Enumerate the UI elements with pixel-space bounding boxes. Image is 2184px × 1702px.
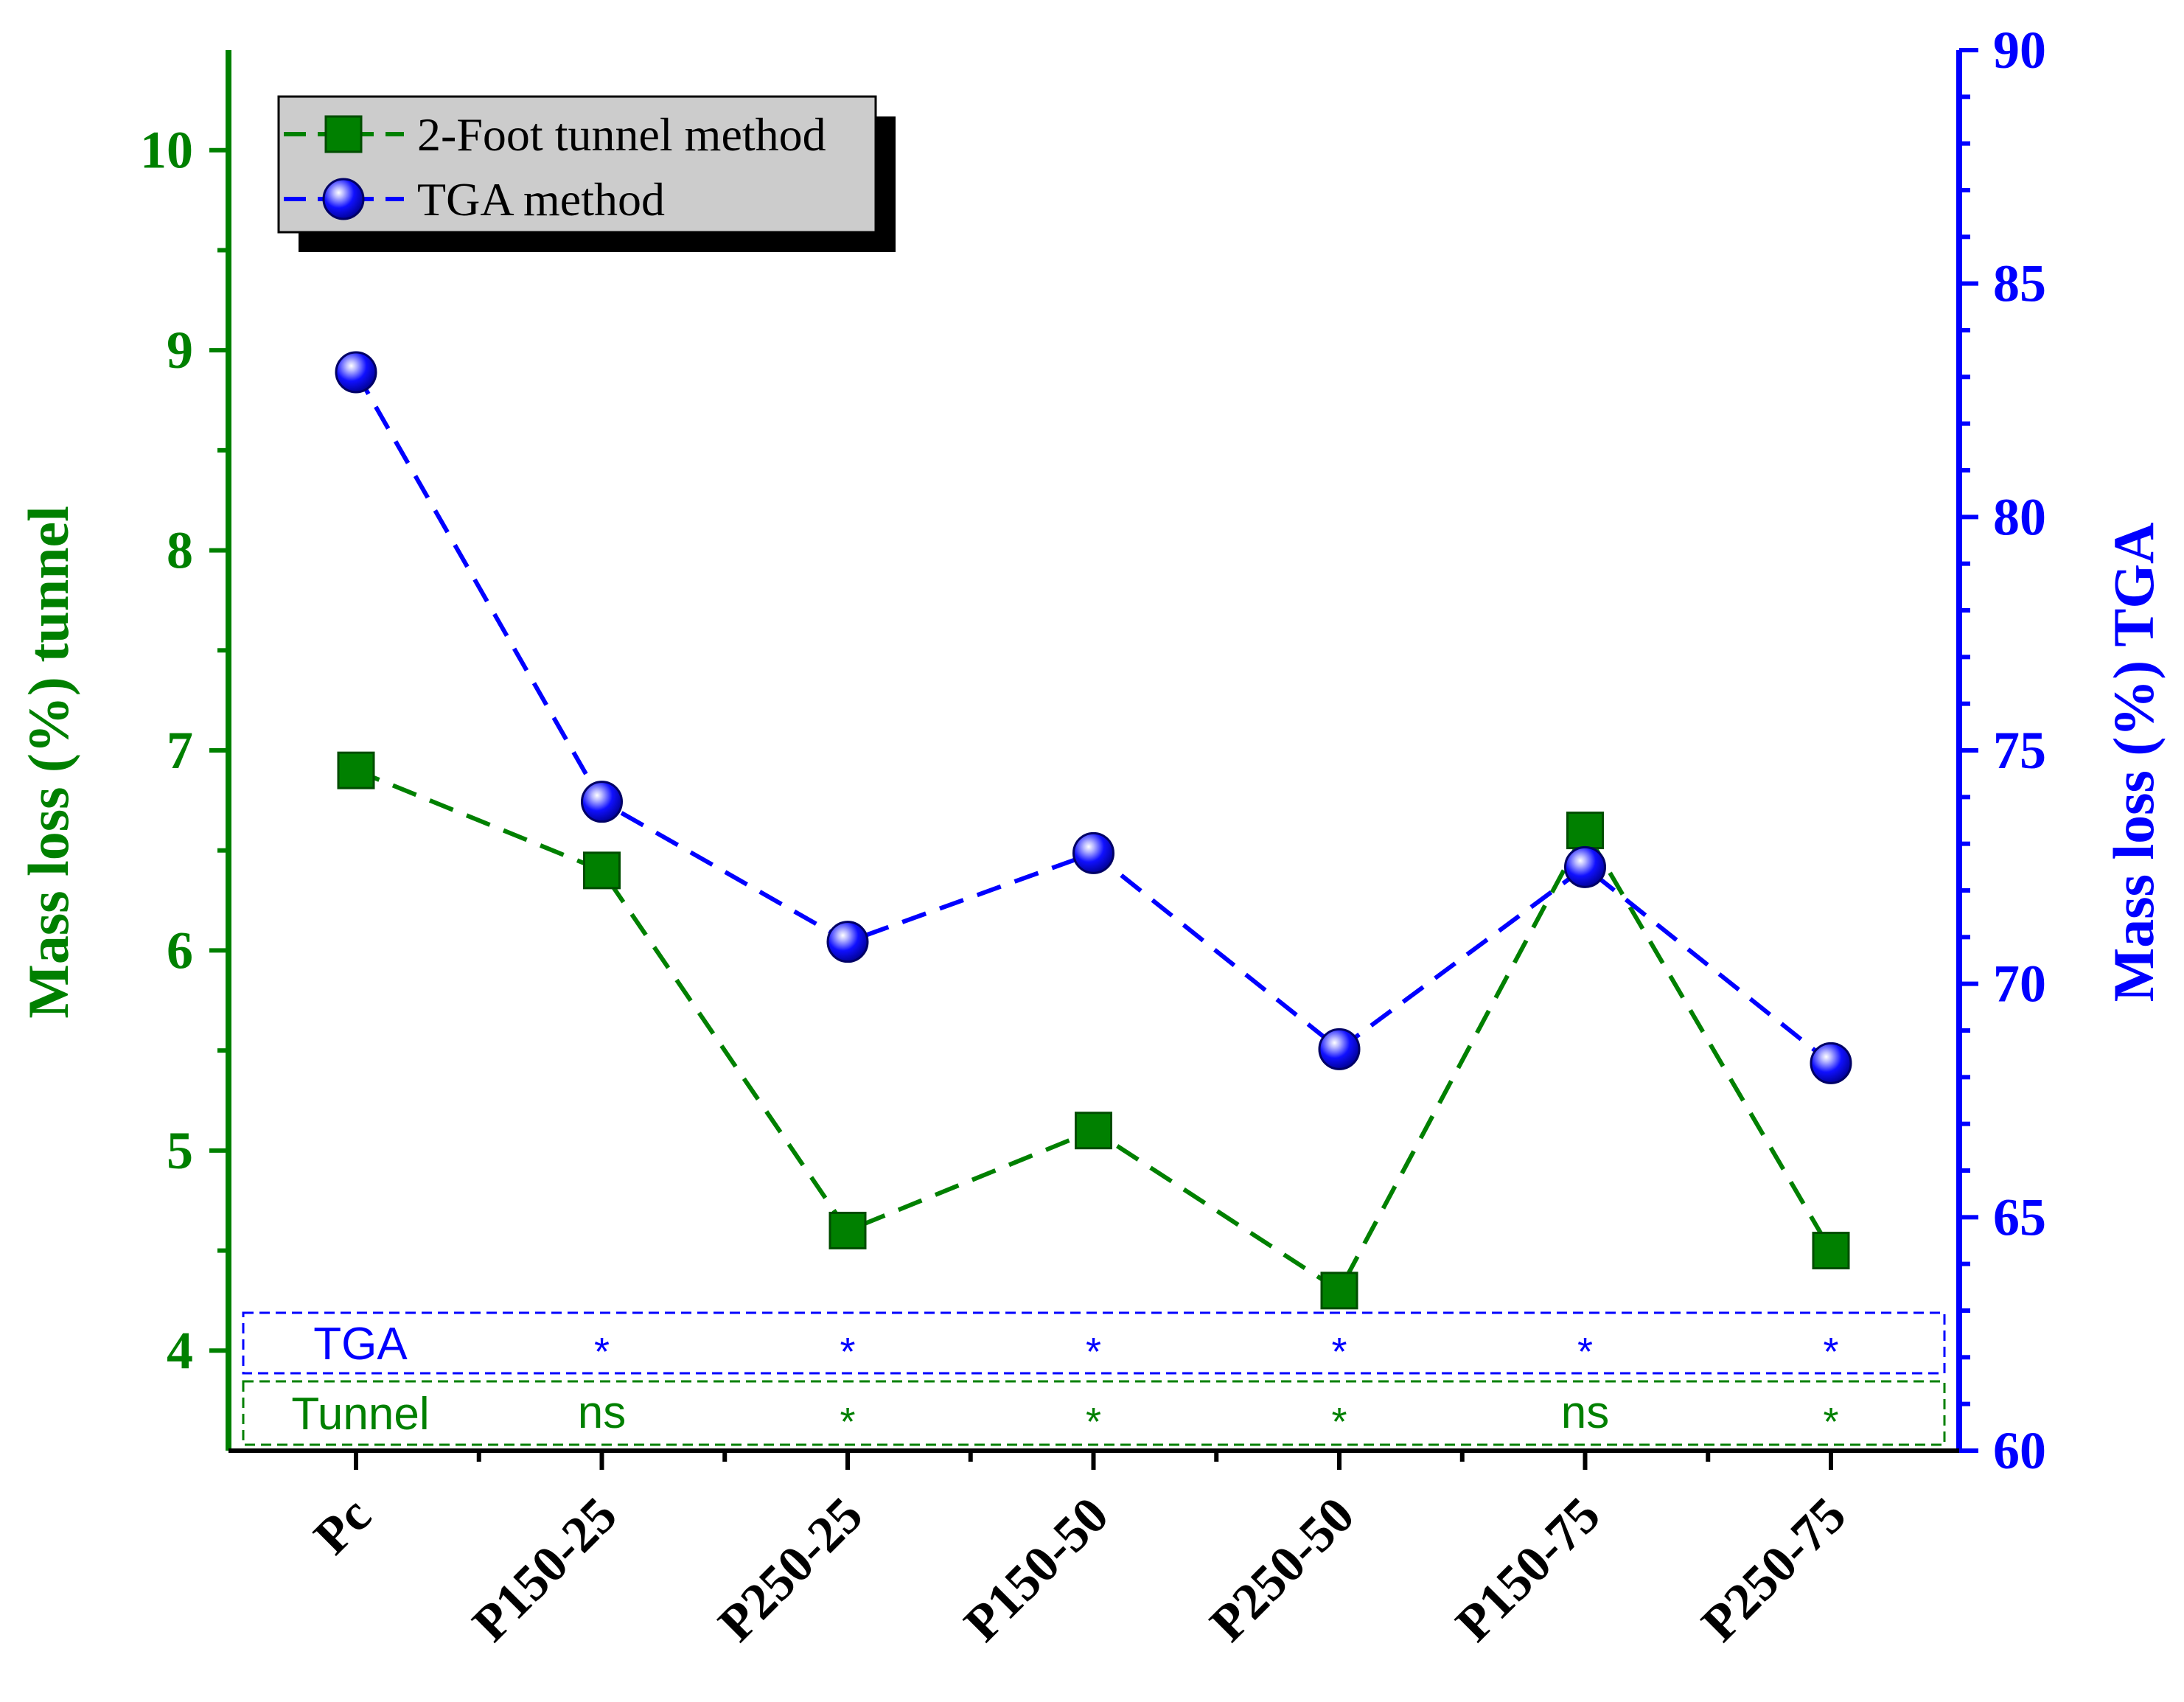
significance-mark: * [1331,1400,1347,1444]
x-tick-label: P250-25 [708,1487,873,1653]
y-left-tick-label: 8 [167,521,193,580]
significance-mark: * [1577,1330,1593,1374]
legend-box [277,95,877,234]
significance-mark: * [840,1400,855,1444]
series-line-tga [354,371,1832,1065]
legend-sphere-marker [322,178,365,220]
x-tick-label: P250-50 [1199,1487,1365,1653]
x-tick-label: P150-25 [462,1487,628,1653]
legend-entry-label: TGA method [417,173,665,226]
legend-entry-label: 2-Foot tunnel method [417,108,826,161]
tga-point [581,781,623,823]
significance-mark: ns [578,1387,626,1438]
y-right-tick-label: 75 [1993,721,2046,780]
significance-row-label: Tunnel [291,1389,429,1440]
tunnel-point [583,851,621,890]
y-left-tick-label: 6 [167,921,193,980]
significance-row-label: TGA [313,1319,408,1370]
y-left-tick-label: 4 [167,1321,193,1380]
y-right-tick-label: 65 [1993,1187,2046,1246]
significance-mark: * [1086,1400,1101,1444]
tga-point [1564,845,1606,888]
significance-mark: * [1086,1330,1101,1374]
tunnel-point [1812,1232,1850,1270]
tga-point [826,921,869,963]
significance-box-tga [242,1311,1946,1375]
y-right-tick-label: 85 [1993,254,2046,313]
significance-mark: * [1823,1400,1838,1444]
series-markers [335,351,1852,1310]
significance-mark: * [840,1330,855,1374]
tunnel-point [1566,812,1604,850]
tunnel-point [337,751,375,789]
x-tick-label: P150-50 [954,1487,1120,1653]
y-axis-left-label: Mass loss (%) tunnel [16,506,80,1019]
y-left-tick-label: 9 [167,321,193,380]
tunnel-point [1075,1112,1112,1150]
y-axis-right-label: Mass loss (%) TGA [2101,523,2166,1002]
legend-square-marker [324,115,363,153]
y-right-tick-label: 90 [1993,21,2046,80]
tunnel-point [1320,1272,1358,1310]
tga-point [1810,1042,1852,1084]
series-lines [354,371,1833,1294]
tga-point [1072,831,1114,874]
y-left-tick-label: 5 [167,1121,193,1180]
x-tick-label: Pc [304,1487,383,1566]
significance-mark: ns [1561,1387,1609,1438]
tga-point [1318,1028,1361,1070]
x-tick-label: P250-75 [1691,1487,1857,1653]
significance-mark: * [1331,1330,1347,1374]
significance-boxes: TGA * * * * * * Tunnel ns * * * ns * [242,1311,1946,1446]
y-right-tick-label: 70 [1993,955,2046,1014]
y-right-tick-label: 60 [1993,1421,2046,1480]
legend: 2-Foot tunnel method TGA method [277,95,896,252]
tga-point [335,351,377,394]
y-right-tick-label: 80 [1993,487,2046,546]
x-tick-label: P150-75 [1445,1487,1611,1653]
y-left-tick-label: 7 [167,721,193,780]
significance-mark: * [1823,1330,1838,1374]
significance-mark: * [594,1330,610,1374]
y-left-tick-label: 10 [140,121,193,180]
tunnel-point [828,1211,867,1249]
significance-box-tunnel [242,1380,1946,1446]
